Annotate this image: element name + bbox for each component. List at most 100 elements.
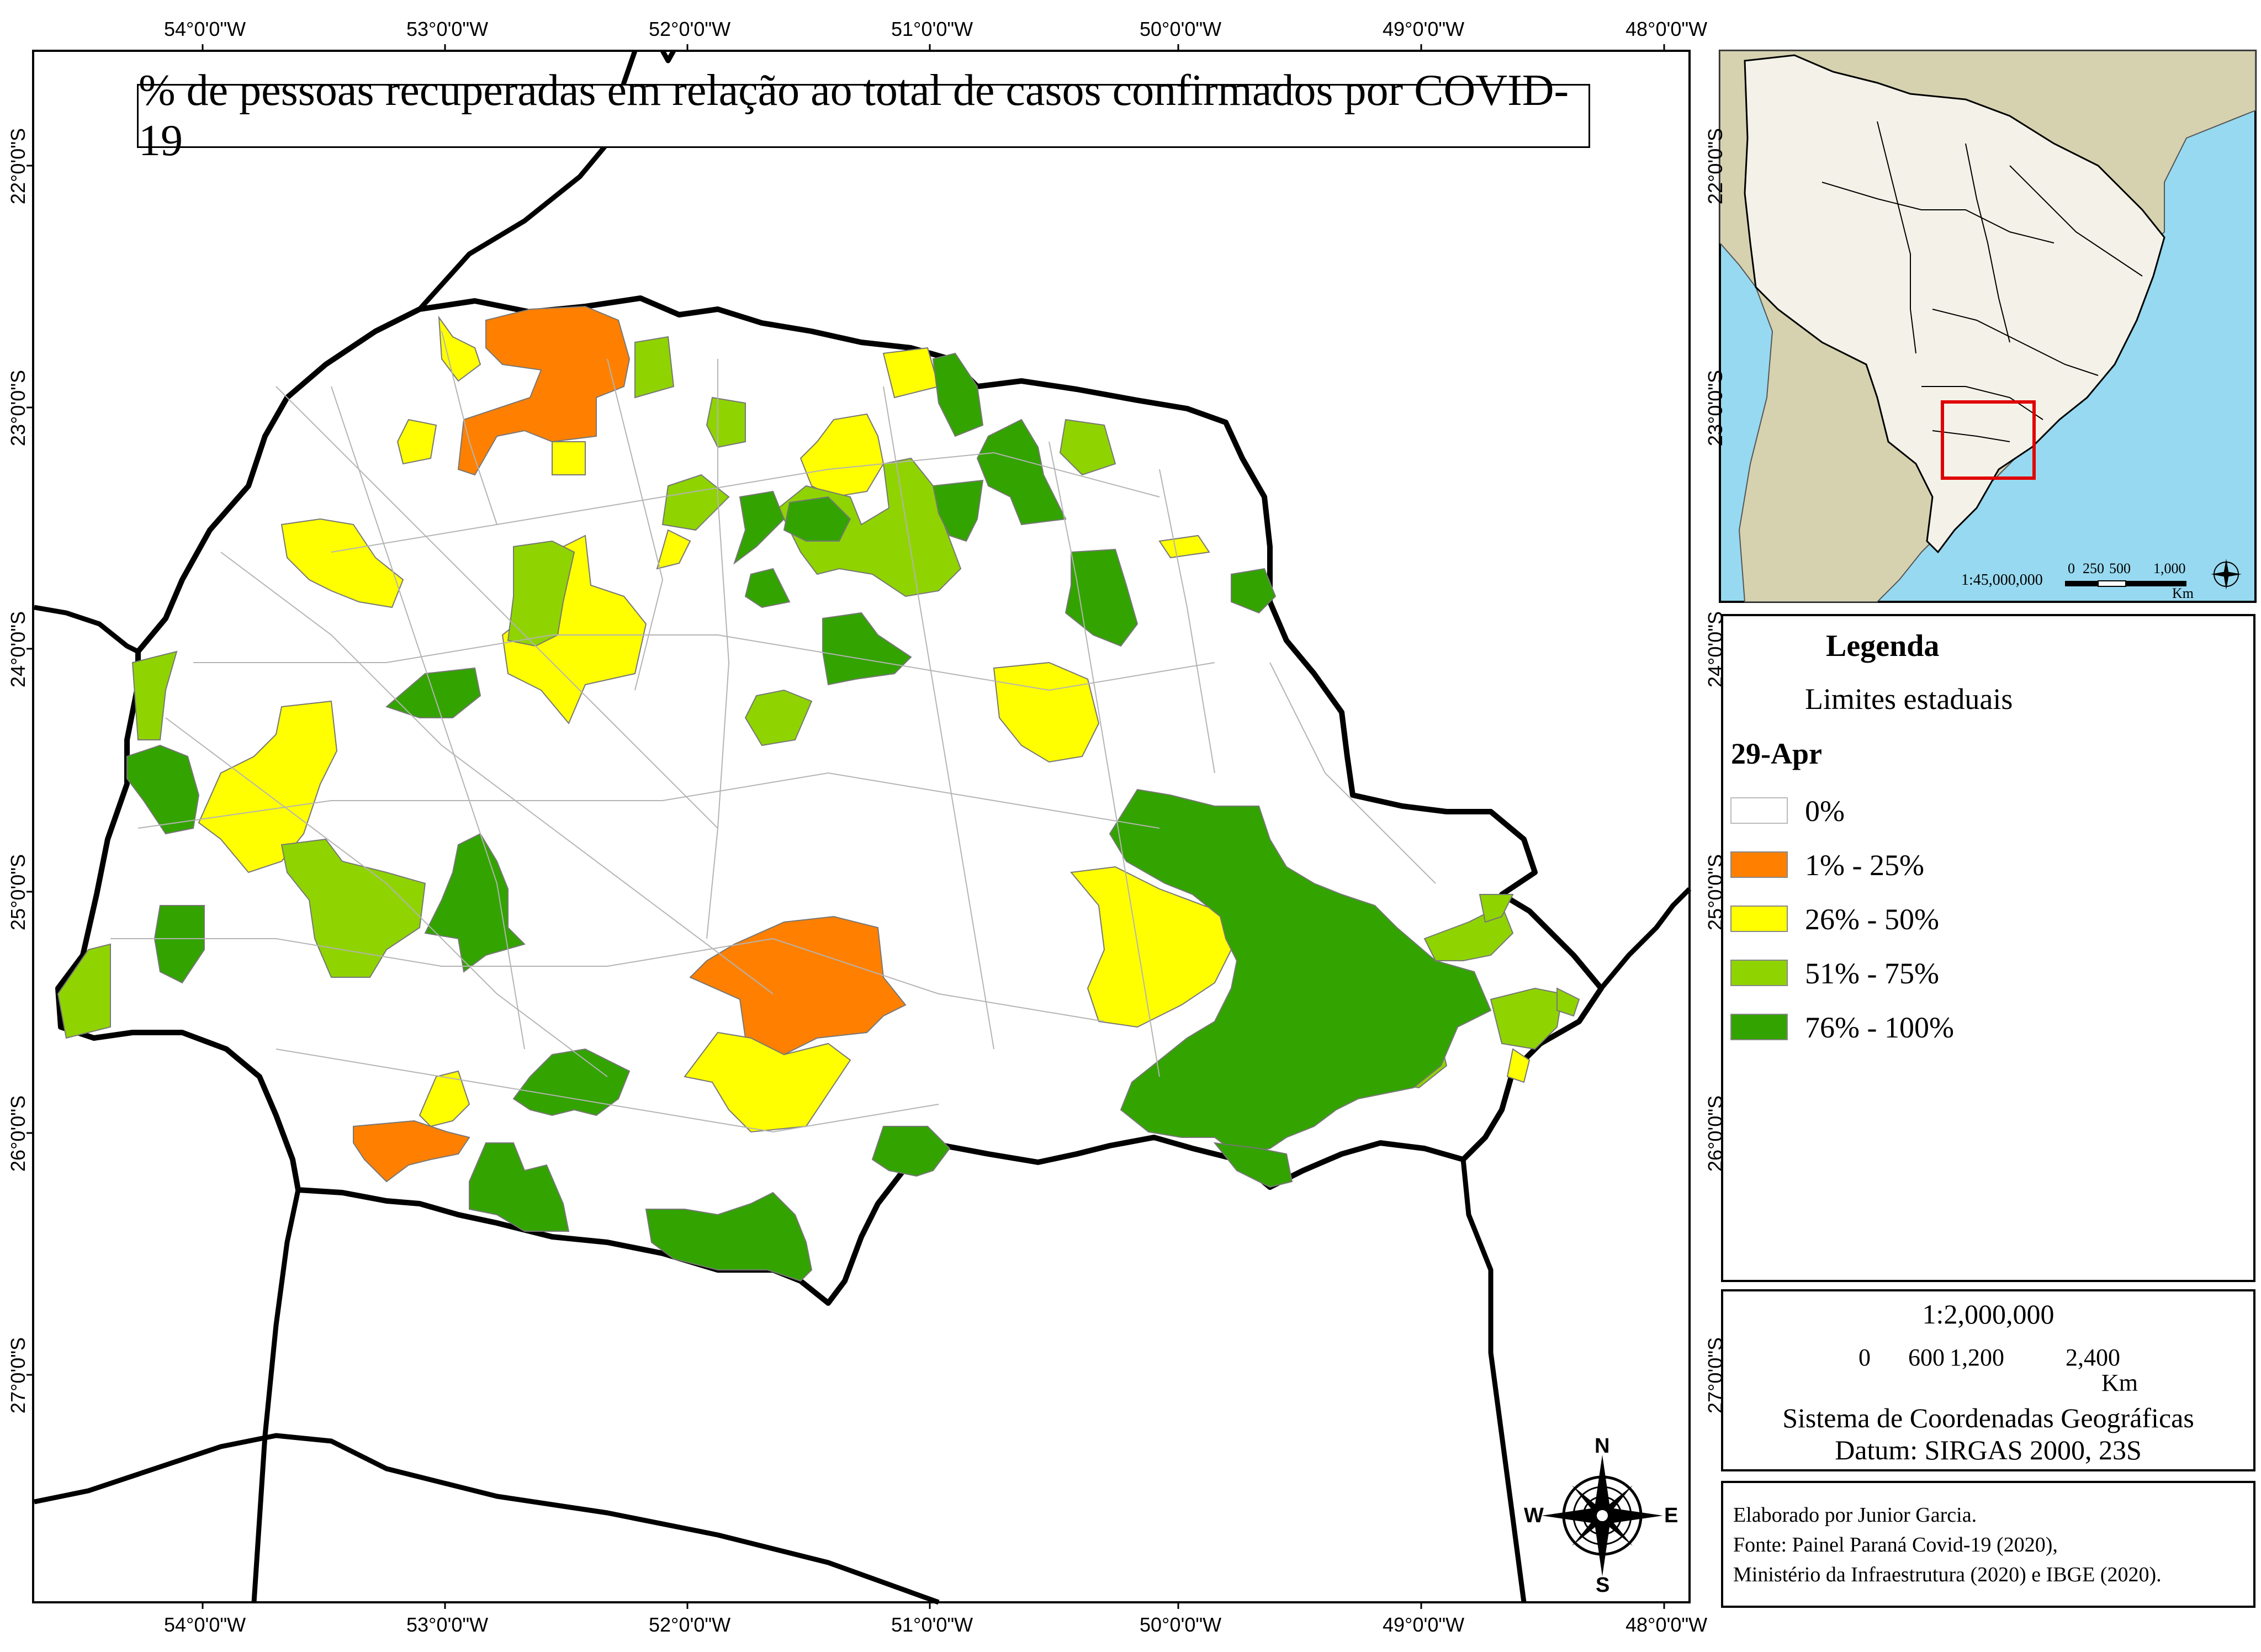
muni-lightgreen-2 xyxy=(706,396,746,448)
muni-lightgreen-1 xyxy=(634,336,675,399)
inset-map xyxy=(1719,50,2257,603)
lon-label: 54°0'0"W xyxy=(164,18,246,40)
muni-lightgreen-15 xyxy=(1490,987,1564,1050)
legend-class-row: 0% xyxy=(1723,792,2253,830)
credits-source: Fonte: Painel Paraná Covid-19 (2020), xyxy=(1733,1533,2058,1556)
muni-yellow-9 xyxy=(198,700,338,873)
muni-yellow-10 xyxy=(993,661,1100,763)
muni-lightgreen-8 xyxy=(131,650,178,740)
muni-green-14 xyxy=(1109,788,1492,1155)
muni-lightgreen-3 xyxy=(1059,419,1116,476)
muni-green-19 xyxy=(645,1192,813,1282)
legend-class-row: 26% - 50% xyxy=(1723,900,2253,939)
lon-label: 48°0'0"W xyxy=(1625,18,1708,40)
muni-yellow-1 xyxy=(438,315,481,382)
legend-class-label: 76% - 100% xyxy=(1805,1011,1954,1044)
lat-label: 23°0'0"S xyxy=(1704,369,1727,447)
inset-scale-tick: 250 xyxy=(2083,560,2104,576)
lat-label: 24°0'0"S xyxy=(7,611,30,688)
legend-swatch xyxy=(1730,960,1788,986)
lon-label: 50°0'0"W xyxy=(1140,1613,1222,1636)
inset-states xyxy=(1821,121,2143,442)
lat-label: 22°0'0"S xyxy=(7,128,30,205)
lon-label: 53°0'0"W xyxy=(406,1613,489,1636)
muni-green-7 xyxy=(822,612,912,686)
map-title: % de pessoas recuperadas em relação ao t… xyxy=(137,66,1590,165)
muni-lightgreen-10 xyxy=(57,943,111,1039)
lon-label: 52°0'0"W xyxy=(649,18,731,40)
legend-class-row: 1% - 25% xyxy=(1723,846,2253,885)
credits-author: Elaborado por Junior Garcia. xyxy=(1733,1503,1977,1527)
inset-extent-frame xyxy=(1941,400,2036,480)
legend-class-label: 51% - 75% xyxy=(1805,957,1939,990)
lon-label: 52°0'0"W xyxy=(649,1613,731,1636)
inset-brazil xyxy=(1744,54,2165,554)
lat-label: 22°0'0"S xyxy=(1704,128,1727,205)
inset-scale-tick: 0 xyxy=(2068,560,2075,576)
muni-yellow-12 xyxy=(1070,866,1238,1028)
credits-source-cont: Ministério da Infraestrutura (2020) e IB… xyxy=(1733,1563,2162,1586)
legend-swatch xyxy=(1730,797,1788,824)
muni-lightgreen-9 xyxy=(280,838,426,978)
datum: Datum: SIRGAS 2000, 23S xyxy=(1835,1434,2142,1465)
lon-label: 54°0'0"W xyxy=(164,1613,246,1636)
graticule-ticks xyxy=(27,44,1665,1609)
lat-label: 23°0'0"S xyxy=(7,369,30,447)
muni-green-11 xyxy=(126,744,200,835)
scale-tick: 1,200 xyxy=(1950,1344,2004,1371)
legend-swatch xyxy=(1730,1014,1788,1040)
muni-yellow-3 xyxy=(552,441,586,475)
scale-ratio: 1:2,000,000 xyxy=(1922,1299,2055,1330)
legend-class-label: 0% xyxy=(1805,795,1845,828)
lon-label: 48°0'0"W xyxy=(1625,1613,1708,1636)
muni-yellow-14 xyxy=(419,1070,470,1127)
lat-label: 27°0'0"S xyxy=(7,1337,30,1414)
coordinate-system: Sistema de Coordenadas Geográficas xyxy=(1782,1402,2194,1433)
compass-w: W xyxy=(1524,1504,1544,1527)
scale-unit: Km xyxy=(2101,1369,2138,1396)
lon-label: 49°0'0"W xyxy=(1383,1613,1465,1636)
muni-yellow-6 xyxy=(656,529,691,570)
inset-scale-unit: Km xyxy=(2172,585,2194,601)
muni-orange-center xyxy=(689,915,907,1056)
inset-scale-tick: 500 xyxy=(2109,560,2131,576)
legend-title: Legenda xyxy=(1826,629,1940,663)
scale-tick: 2,400 xyxy=(2066,1344,2120,1371)
scale-tick: 0 xyxy=(1858,1344,1871,1371)
muni-yellow-17 xyxy=(1506,1048,1531,1083)
credits-panel: Elaborado por Junior Garcia. Fonte: Pain… xyxy=(1721,1481,2255,1608)
lon-label: 53°0'0"W xyxy=(406,18,489,40)
scale-panel: 1:2,000,000 0 600 1,200 2,400 Km Sistema… xyxy=(1721,1289,2255,1471)
muni-lightgreen-7 xyxy=(744,689,813,746)
muni-orange-sw xyxy=(353,1120,470,1183)
municipality-lines xyxy=(110,331,1436,1133)
muni-green-9 xyxy=(1231,568,1277,614)
lat-label: 26°0'0"S xyxy=(7,1095,30,1172)
legend-class-label: 26% - 50% xyxy=(1805,903,1939,936)
muni-green-5 xyxy=(783,496,851,542)
legend-swatch xyxy=(1730,851,1788,878)
muni-yellow-5 xyxy=(799,413,885,498)
scale-tick: 600 xyxy=(1908,1344,1945,1371)
lon-label: 49°0'0"W xyxy=(1383,18,1465,40)
muni-green-2 xyxy=(976,419,1067,526)
compass-rose-icon xyxy=(1542,1455,1663,1576)
muni-yellow-11 xyxy=(1158,534,1210,559)
legend-date: 29-Apr xyxy=(1731,737,1822,770)
muni-green-4 xyxy=(733,490,785,565)
muni-green-12 xyxy=(424,833,526,973)
muni-lightgreen-14 xyxy=(1479,894,1514,923)
muni-yellow-13 xyxy=(684,1031,851,1133)
lat-label: 25°0'0"S xyxy=(7,854,30,931)
legend-boundary-label: Limites estaduais xyxy=(1805,682,2013,716)
inset-compass-icon xyxy=(2211,559,2242,590)
legend-swatch xyxy=(1730,906,1788,932)
muni-green-15 xyxy=(1213,1142,1293,1188)
muni-yellow-2 xyxy=(396,419,437,465)
muni-green-18 xyxy=(871,1126,951,1177)
muni-orange-north xyxy=(457,305,631,476)
muni-yellow-7 xyxy=(280,518,404,608)
muni-green-1 xyxy=(932,352,984,437)
legend-class-row: 51% - 75% xyxy=(1723,954,2253,993)
